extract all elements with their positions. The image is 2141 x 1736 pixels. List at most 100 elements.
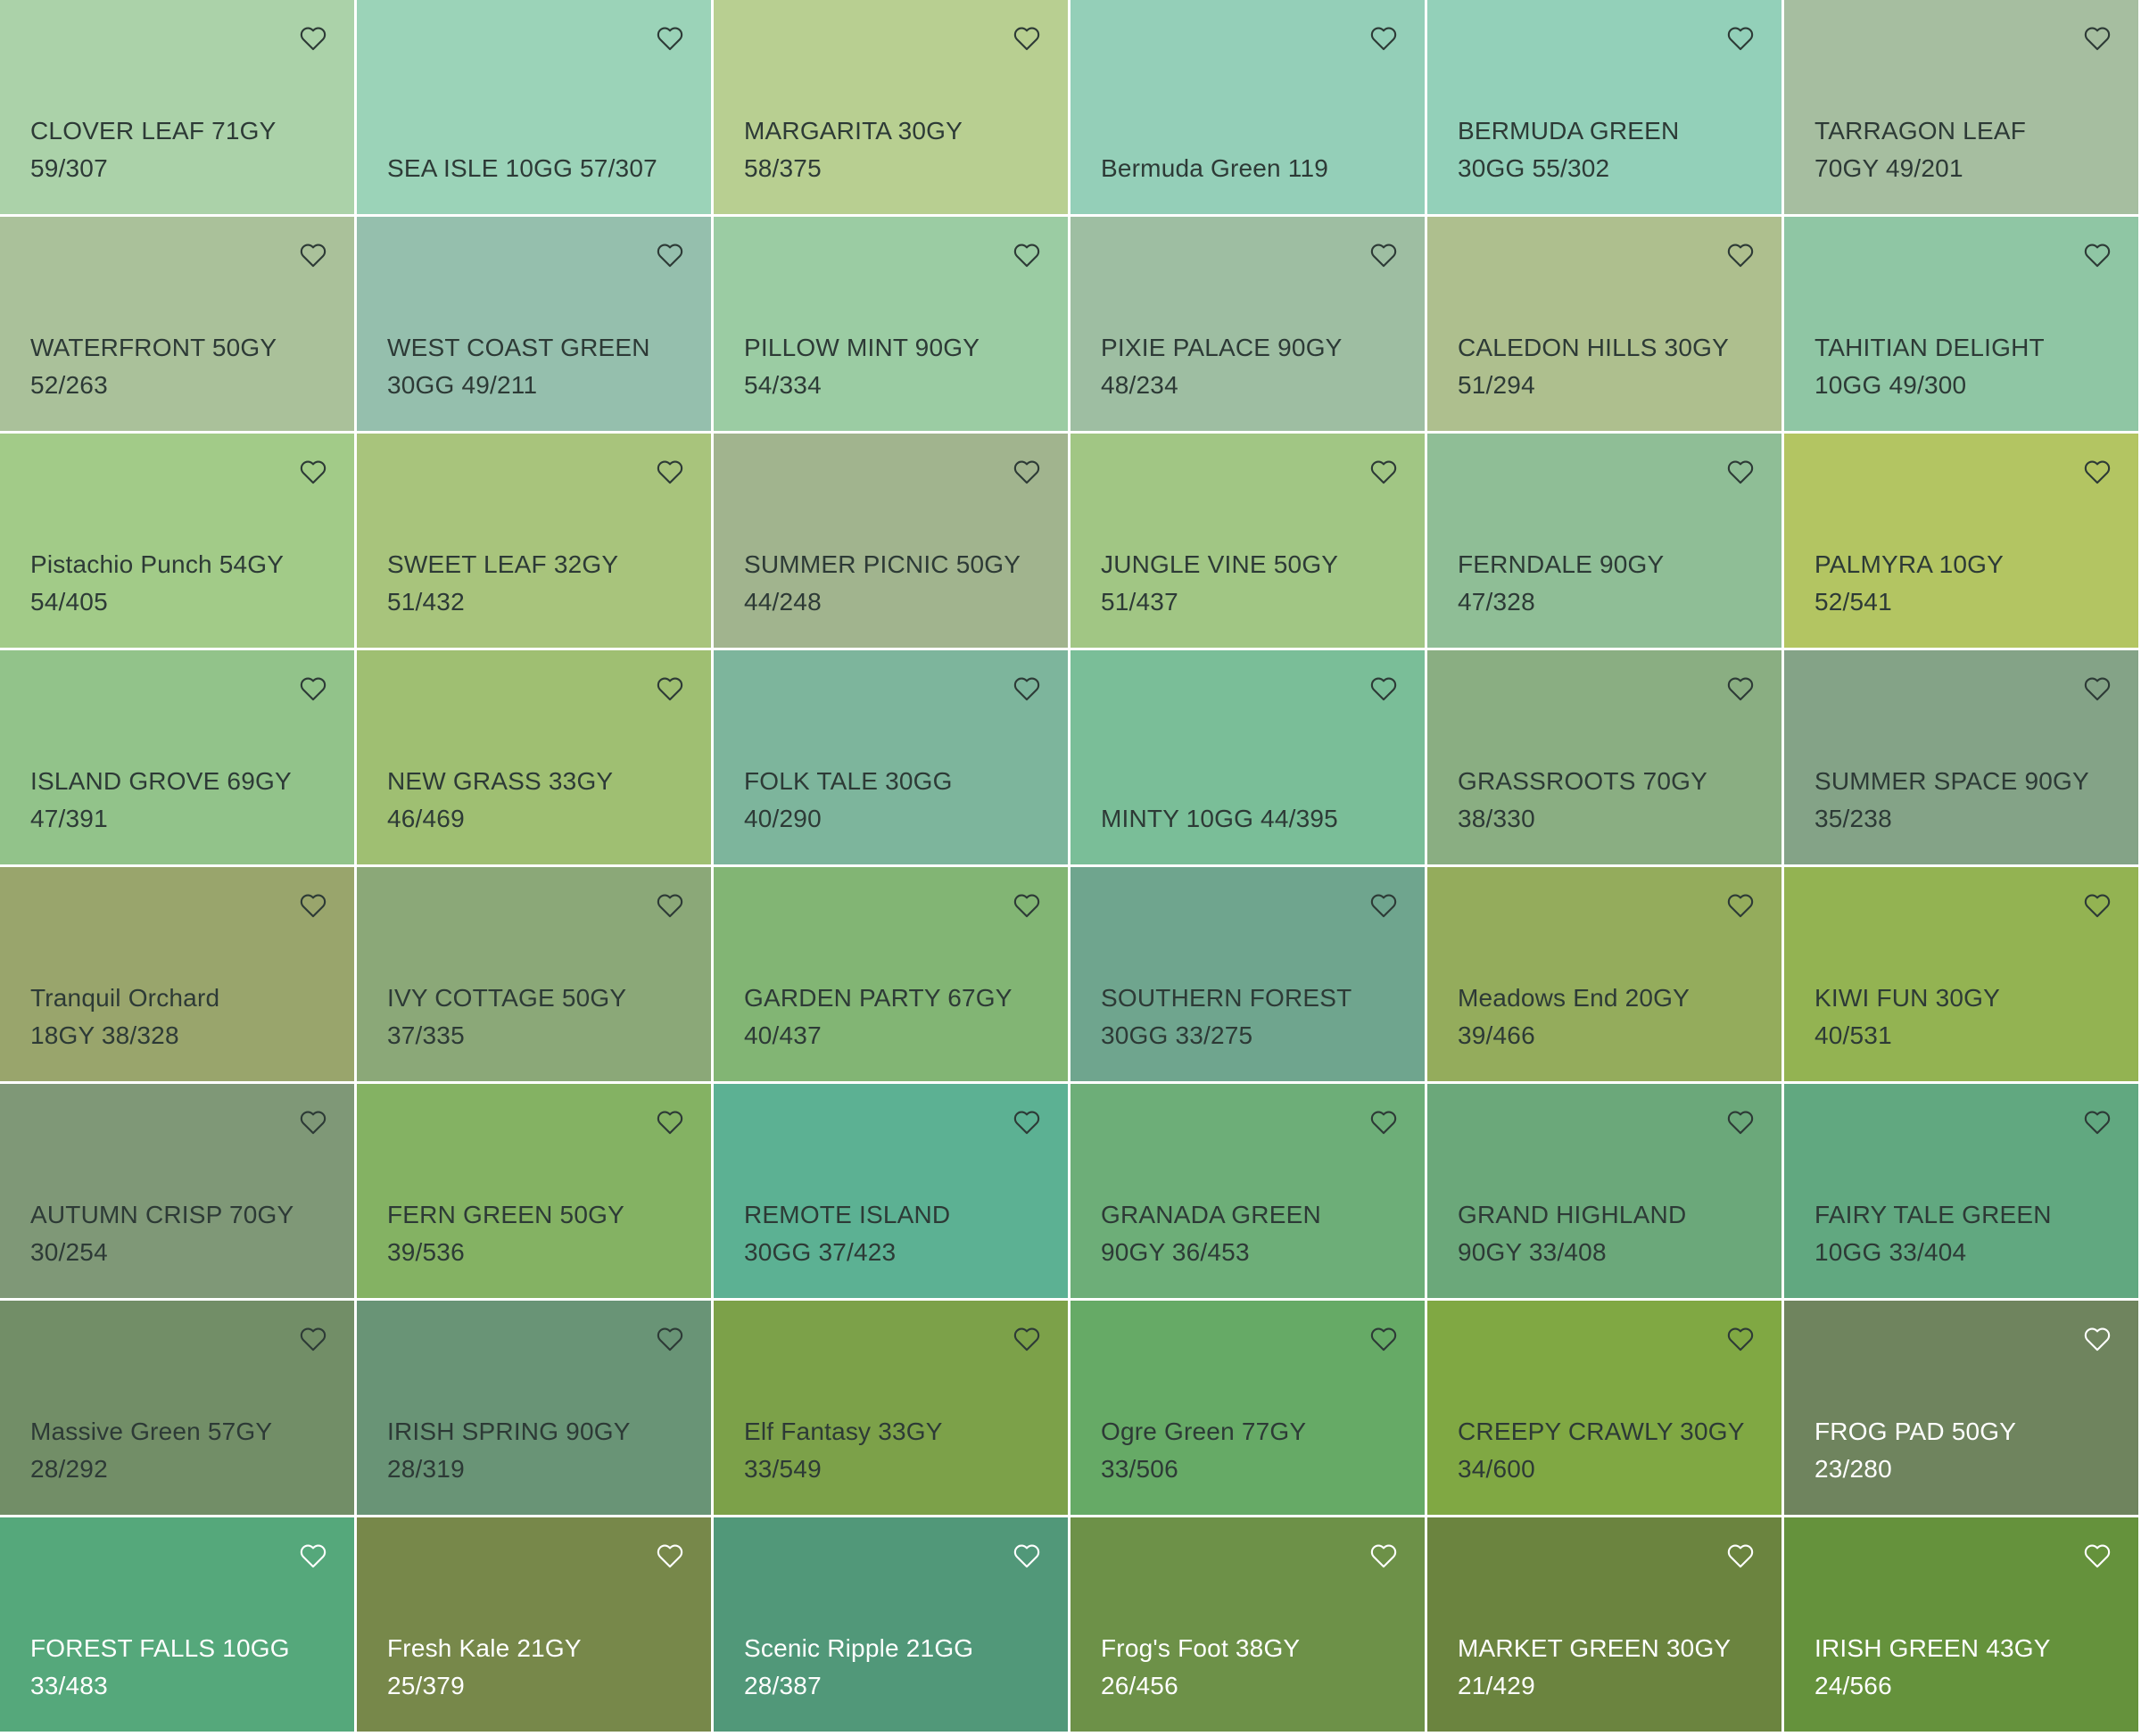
- color-swatch[interactable]: TAHITIAN DELIGHT 10GG 49/300: [1784, 217, 2138, 431]
- color-swatch[interactable]: GRASSROOTS 70GY 38/330: [1427, 650, 1781, 864]
- favorite-heart-icon[interactable]: [1368, 674, 1399, 704]
- color-swatch[interactable]: FAIRY TALE GREEN 10GG 33/404: [1784, 1084, 2138, 1298]
- favorite-heart-icon[interactable]: [1012, 1324, 1042, 1354]
- favorite-heart-icon[interactable]: [2082, 1107, 2112, 1137]
- favorite-heart-icon[interactable]: [2082, 240, 2112, 270]
- favorite-heart-icon[interactable]: [298, 457, 328, 487]
- favorite-heart-icon[interactable]: [1012, 674, 1042, 704]
- color-swatch[interactable]: REMOTE ISLAND 30GG 37/423: [714, 1084, 1068, 1298]
- favorite-heart-icon[interactable]: [2082, 23, 2112, 54]
- favorite-heart-icon[interactable]: [298, 674, 328, 704]
- favorite-heart-icon[interactable]: [1012, 890, 1042, 921]
- favorite-heart-icon[interactable]: [2082, 457, 2112, 487]
- color-swatch[interactable]: FERNDALE 90GY 47/328: [1427, 434, 1781, 648]
- color-swatch[interactable]: FOLK TALE 30GG 40/290: [714, 650, 1068, 864]
- color-swatch[interactable]: ISLAND GROVE 69GY 47/391: [0, 650, 354, 864]
- color-swatch[interactable]: TARRAGON LEAF 70GY 49/201: [1784, 0, 2138, 214]
- color-swatch[interactable]: Fresh Kale 21GY 25/379: [357, 1517, 711, 1732]
- color-swatch[interactable]: GARDEN PARTY 67GY 40/437: [714, 867, 1068, 1081]
- favorite-heart-icon[interactable]: [298, 240, 328, 270]
- favorite-heart-icon[interactable]: [2082, 674, 2112, 704]
- favorite-heart-icon[interactable]: [298, 1324, 328, 1354]
- color-swatch[interactable]: Tranquil Orchard 18GY 38/328: [0, 867, 354, 1081]
- favorite-heart-icon[interactable]: [655, 240, 685, 270]
- color-swatch[interactable]: IRISH GREEN 43GY 24/566: [1784, 1517, 2138, 1732]
- favorite-heart-icon[interactable]: [655, 674, 685, 704]
- color-swatch[interactable]: CREEPY CRAWLY 30GY 34/600: [1427, 1301, 1781, 1515]
- color-swatch[interactable]: SUMMER SPACE 90GY 35/238: [1784, 650, 2138, 864]
- color-swatch[interactable]: SWEET LEAF 32GY 51/432: [357, 434, 711, 648]
- favorite-heart-icon[interactable]: [2082, 1541, 2112, 1571]
- favorite-heart-icon[interactable]: [1368, 890, 1399, 921]
- favorite-heart-icon[interactable]: [1725, 890, 1756, 921]
- swatch-name: CLOVER LEAF 71GY: [30, 117, 277, 145]
- color-swatch[interactable]: Elf Fantasy 33GY 33/549: [714, 1301, 1068, 1515]
- color-swatch[interactable]: CALEDON HILLS 30GY 51/294: [1427, 217, 1781, 431]
- favorite-heart-icon[interactable]: [655, 1324, 685, 1354]
- color-swatch[interactable]: WATERFRONT 50GY 52/263: [0, 217, 354, 431]
- favorite-heart-icon[interactable]: [1012, 240, 1042, 270]
- favorite-heart-icon[interactable]: [1368, 1107, 1399, 1137]
- color-swatch[interactable]: PIXIE PALACE 90GY 48/234: [1070, 217, 1425, 431]
- favorite-heart-icon[interactable]: [1725, 457, 1756, 487]
- favorite-heart-icon[interactable]: [1012, 1541, 1042, 1571]
- favorite-heart-icon[interactable]: [298, 1541, 328, 1571]
- favorite-heart-icon[interactable]: [1012, 23, 1042, 54]
- color-swatch[interactable]: JUNGLE VINE 50GY 51/437: [1070, 434, 1425, 648]
- color-swatch[interactable]: Scenic Ripple 21GG 28/387: [714, 1517, 1068, 1732]
- favorite-heart-icon[interactable]: [298, 1107, 328, 1137]
- favorite-heart-icon[interactable]: [1725, 240, 1756, 270]
- color-swatch[interactable]: NEW GRASS 33GY 46/469: [357, 650, 711, 864]
- color-swatch[interactable]: PALMYRA 10GY 52/541: [1784, 434, 2138, 648]
- color-swatch[interactable]: Frog's Foot 38GY 26/456: [1070, 1517, 1425, 1732]
- color-swatch[interactable]: KIWI FUN 30GY 40/531: [1784, 867, 2138, 1081]
- favorite-heart-icon[interactable]: [655, 23, 685, 54]
- favorite-heart-icon[interactable]: [655, 890, 685, 921]
- color-swatch[interactable]: PILLOW MINT 90GY 54/334: [714, 217, 1068, 431]
- color-swatch[interactable]: Pistachio Punch 54GY 54/405: [0, 434, 354, 648]
- color-swatch[interactable]: Ogre Green 77GY 33/506: [1070, 1301, 1425, 1515]
- color-swatch[interactable]: AUTUMN CRISP 70GY 30/254: [0, 1084, 354, 1298]
- favorite-heart-icon[interactable]: [2082, 1324, 2112, 1354]
- color-swatch[interactable]: GRAND HIGHLAND 90GY 33/408: [1427, 1084, 1781, 1298]
- color-swatch[interactable]: FROG PAD 50GY 23/280: [1784, 1301, 2138, 1515]
- favorite-heart-icon[interactable]: [1012, 457, 1042, 487]
- favorite-heart-icon[interactable]: [655, 1541, 685, 1571]
- swatch-code: 40/290: [744, 805, 822, 832]
- favorite-heart-icon[interactable]: [1725, 674, 1756, 704]
- favorite-heart-icon[interactable]: [2082, 890, 2112, 921]
- swatch-code: 30GG 49/211: [387, 371, 538, 399]
- favorite-heart-icon[interactable]: [1725, 1541, 1756, 1571]
- color-swatch[interactable]: SEA ISLE 10GG 57/307: [357, 0, 711, 214]
- favorite-heart-icon[interactable]: [1725, 1324, 1756, 1354]
- color-swatch[interactable]: Massive Green 57GY 28/292: [0, 1301, 354, 1515]
- color-swatch[interactable]: MARKET GREEN 30GY 21/429: [1427, 1517, 1781, 1732]
- favorite-heart-icon[interactable]: [1368, 1324, 1399, 1354]
- color-swatch[interactable]: BERMUDA GREEN 30GG 55/302: [1427, 0, 1781, 214]
- favorite-heart-icon[interactable]: [655, 457, 685, 487]
- color-swatch[interactable]: WEST COAST GREEN 30GG 49/211: [357, 217, 711, 431]
- color-swatch[interactable]: GRANADA GREEN 90GY 36/453: [1070, 1084, 1425, 1298]
- color-swatch[interactable]: FOREST FALLS 10GG 33/483: [0, 1517, 354, 1732]
- color-swatch[interactable]: SUMMER PICNIC 50GY 44/248: [714, 434, 1068, 648]
- favorite-heart-icon[interactable]: [1368, 240, 1399, 270]
- favorite-heart-icon[interactable]: [1725, 1107, 1756, 1137]
- color-swatch[interactable]: IRISH SPRING 90GY 28/319: [357, 1301, 711, 1515]
- color-swatch[interactable]: MINTY 10GG 44/395: [1070, 650, 1425, 864]
- color-swatch[interactable]: FERN GREEN 50GY 39/536: [357, 1084, 711, 1298]
- color-swatch[interactable]: Meadows End 20GY 39/466: [1427, 867, 1781, 1081]
- color-swatch[interactable]: IVY COTTAGE 50GY 37/335: [357, 867, 711, 1081]
- color-swatch[interactable]: SOUTHERN FOREST 30GG 33/275: [1070, 867, 1425, 1081]
- favorite-heart-icon[interactable]: [298, 23, 328, 54]
- color-swatch[interactable]: MARGARITA 30GY 58/375: [714, 0, 1068, 214]
- favorite-heart-icon[interactable]: [298, 890, 328, 921]
- swatch-label: FERN GREEN 50GY 39/536: [387, 1196, 693, 1271]
- favorite-heart-icon[interactable]: [655, 1107, 685, 1137]
- favorite-heart-icon[interactable]: [1012, 1107, 1042, 1137]
- color-swatch[interactable]: Bermuda Green 119: [1070, 0, 1425, 214]
- favorite-heart-icon[interactable]: [1725, 23, 1756, 54]
- favorite-heart-icon[interactable]: [1368, 1541, 1399, 1571]
- color-swatch[interactable]: CLOVER LEAF 71GY 59/307: [0, 0, 354, 214]
- favorite-heart-icon[interactable]: [1368, 23, 1399, 54]
- favorite-heart-icon[interactable]: [1368, 457, 1399, 487]
